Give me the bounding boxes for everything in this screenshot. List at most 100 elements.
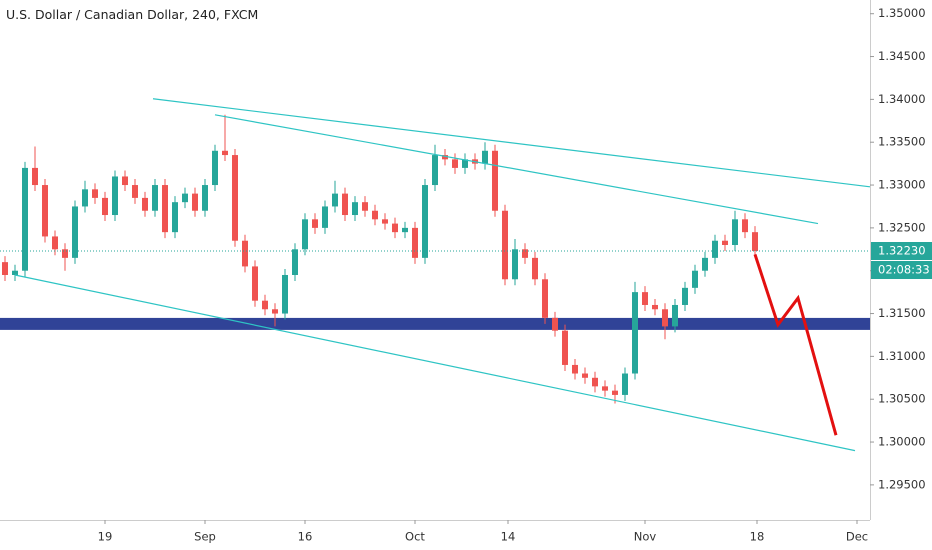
candle-body: [262, 300, 268, 310]
candle-body: [252, 266, 258, 301]
candle-body: [312, 219, 318, 228]
candle-body: [142, 197, 148, 211]
candle-body: [612, 390, 618, 395]
candle-body: [652, 304, 658, 310]
y-tick-label: 1.33000: [878, 178, 926, 192]
candle-body: [382, 219, 388, 224]
candle-body: [442, 155, 448, 160]
x-tick-label: Nov: [634, 530, 657, 544]
candle-body: [162, 185, 168, 233]
candle-body: [632, 292, 638, 374]
x-tick-label: 14: [501, 530, 516, 544]
candle-body: [122, 176, 128, 186]
x-tick-label: 19: [98, 530, 113, 544]
y-tick-label: 1.34000: [878, 92, 926, 106]
candle-body: [322, 206, 328, 228]
candle-body: [662, 309, 668, 327]
last-price-label: 1.32230: [878, 244, 926, 258]
candle-body: [712, 240, 718, 258]
candle-body: [732, 219, 738, 246]
candle-body: [462, 159, 468, 168]
candle-body: [232, 155, 238, 241]
y-tick-label: 1.31000: [878, 349, 926, 363]
y-tick-label: 1.35000: [878, 6, 926, 20]
candle-body: [22, 167, 28, 271]
candle-body: [372, 210, 378, 220]
x-tick-label: 16: [298, 530, 313, 544]
candle-body: [522, 249, 528, 258]
candle-body: [492, 150, 498, 211]
candle-body: [622, 373, 628, 395]
candle-body: [12, 270, 18, 275]
candle-body: [72, 206, 78, 258]
trend-line: [14, 274, 856, 452]
x-tick-label: Sep: [194, 530, 216, 544]
y-tick-label: 1.30000: [878, 435, 926, 449]
candle-body: [572, 364, 578, 374]
candle-body: [282, 274, 288, 314]
candle-body: [82, 189, 88, 207]
candle-body: [272, 309, 278, 314]
candle-body: [2, 262, 8, 275]
candle-body: [212, 150, 218, 186]
countdown-label: 02:08:33: [878, 263, 930, 277]
candle-body: [432, 155, 438, 186]
candle-body: [222, 150, 228, 156]
y-tick-label: 1.32500: [878, 220, 926, 234]
y-tick-label: 1.31500: [878, 306, 926, 320]
candle-body: [202, 185, 208, 211]
candle-body: [332, 193, 338, 207]
projection-path: [753, 253, 838, 436]
candle-body: [352, 202, 358, 216]
candle-body: [702, 257, 708, 271]
y-tick-label: 1.33500: [878, 135, 926, 149]
candle-body: [542, 279, 548, 318]
candle-body: [92, 189, 98, 198]
candle-body: [392, 223, 398, 233]
candle-body: [412, 227, 418, 258]
last-price-tag: [871, 242, 932, 261]
countdown-tag: [871, 261, 932, 280]
candle-body: [52, 236, 58, 250]
y-tick-label: 1.29500: [878, 477, 926, 491]
candle-body: [292, 249, 298, 275]
candle-body: [512, 249, 518, 280]
candle-body: [592, 377, 598, 387]
candle-body: [102, 197, 108, 216]
candle-body: [62, 249, 68, 258]
candle-body: [722, 240, 728, 246]
candle-body: [242, 240, 248, 267]
candle-body: [602, 386, 608, 391]
candle-body: [132, 185, 138, 198]
candle-body: [642, 292, 648, 305]
candle-body: [692, 270, 698, 288]
candle-body: [742, 219, 748, 233]
x-tick-label: Oct: [405, 530, 425, 544]
candle-body: [342, 193, 348, 216]
support-zone: [0, 317, 870, 330]
trend-line: [214, 114, 819, 225]
candle-body: [182, 193, 188, 203]
candle-body: [552, 317, 558, 331]
candle-body: [672, 304, 678, 327]
candle-body: [192, 193, 198, 211]
trend-line: [152, 98, 871, 188]
candle-body: [502, 210, 508, 280]
candle-body: [152, 185, 158, 211]
candle-body: [532, 257, 538, 280]
x-tick-label: Dec: [846, 530, 868, 544]
candle-body: [302, 219, 308, 250]
y-tick-label: 1.34500: [878, 49, 926, 63]
y-tick-label: 1.30500: [878, 392, 926, 406]
candle-body: [42, 185, 48, 237]
candle-body: [452, 159, 458, 168]
candle-body: [582, 373, 588, 378]
x-tick-label: 18: [750, 530, 765, 544]
candle-body: [402, 227, 408, 233]
candle-body: [682, 287, 688, 305]
candle-body: [562, 330, 568, 365]
candle-body: [32, 167, 38, 186]
